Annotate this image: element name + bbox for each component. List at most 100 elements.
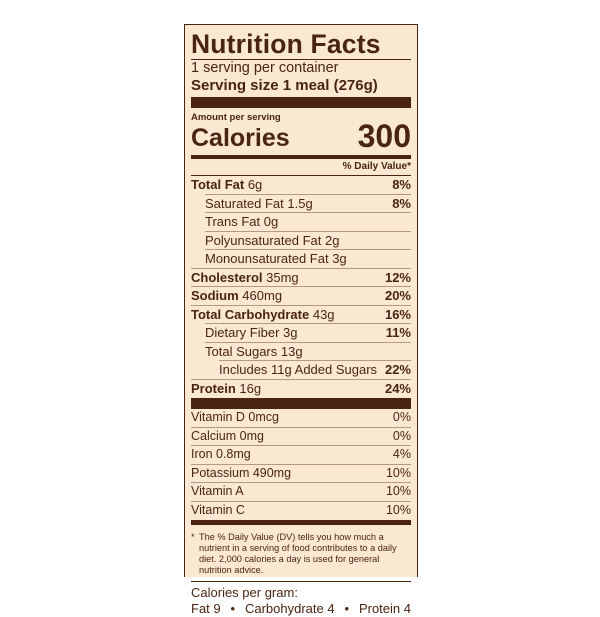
- nutrient-row: Total Carbohydrate 43g 16%: [191, 304, 411, 324]
- footnote: * The % Daily Value (DV) tells you how m…: [191, 525, 411, 581]
- nutrient-row: Sodium 460mg 20%: [191, 286, 411, 305]
- calories-per-gram-label: Calories per gram:: [191, 581, 411, 601]
- nutrient-amount: 6g: [247, 177, 263, 192]
- cpg-carbohydrate: Carbohydrate 4: [244, 601, 335, 616]
- nutrient-label: Trans Fat: [205, 214, 261, 229]
- calories-per-gram: Fat 9 • Carbohydrate 4 • Protein 4: [191, 601, 411, 617]
- nutrient-label: Dietary Fiber: [205, 325, 280, 340]
- nutrient-row: Total Fat 6g 8%: [191, 176, 411, 194]
- nutrient-dv: 11%: [385, 325, 411, 340]
- nutrient-amount: 3g: [332, 251, 347, 266]
- nutrient-label: Total Sugars: [205, 343, 278, 359]
- calories-label: Calories: [191, 124, 290, 152]
- nutrient-label: Includes 11g Added Sugars: [219, 362, 378, 377]
- footnote-star: *: [191, 532, 195, 542]
- nutrient-row: Trans Fat 0g: [205, 212, 411, 231]
- vitamin-row: Potassium 490mg 10%: [191, 463, 411, 483]
- vitamin-name: Vitamin C: [191, 502, 245, 517]
- nutrient-label: Cholesterol: [191, 269, 263, 285]
- vitamin-name: Potassium 490mg: [191, 465, 292, 480]
- vitamin-row: Vitamin C 10%: [191, 500, 411, 520]
- medium-divider: [191, 155, 411, 159]
- bullet: •: [344, 601, 350, 616]
- vitamin-row: Calcium 0mg 0%: [191, 426, 411, 446]
- vitamin-row: Iron 0.8mg 4%: [191, 445, 411, 464]
- nutrient-row: Monounsaturated Fat 3g: [205, 249, 411, 268]
- daily-value-header: % Daily Value*: [191, 159, 411, 176]
- nutrient-name: Trans Fat 0g: [205, 213, 278, 231]
- nutrient-label: Saturated Fat: [205, 195, 284, 211]
- nutrient-name: Polyunsaturated Fat 2g: [205, 232, 339, 250]
- vitamin-dv: 10%: [385, 484, 411, 498]
- nutrient-label: Protein: [191, 380, 236, 396]
- vitamin-name: Vitamin A: [191, 484, 244, 498]
- vitamin-name: Iron 0.8mg: [191, 447, 251, 461]
- vitamin-dv: 0%: [392, 428, 411, 443]
- vitamin-dv: 10%: [385, 502, 411, 517]
- nutrient-name: Dietary Fiber 3g: [205, 324, 298, 342]
- nutrient-name: Sodium 460mg: [191, 287, 282, 305]
- nutrient-dv: 8%: [392, 177, 411, 192]
- nutrient-name: Saturated Fat 1.5g: [205, 195, 313, 213]
- nutrient-dv: 12%: [384, 269, 411, 285]
- calories-row: Calories 300: [191, 118, 411, 154]
- nutrient-amount: 3g: [283, 325, 298, 340]
- vitamin-name: Vitamin D 0mcg: [191, 410, 279, 424]
- nutrient-row: Total Sugars 13g: [205, 341, 411, 361]
- nutrient-label: Total Fat: [191, 177, 245, 192]
- nutrient-row: Protein 16g 24%: [191, 378, 411, 398]
- nutrient-name: Protein 16g: [191, 380, 261, 398]
- cpg-fat: Fat 9: [191, 601, 221, 616]
- thick-divider: [191, 398, 411, 409]
- nutrient-amount: 35mg: [266, 269, 299, 285]
- footnote-text: The % Daily Value (DV) tells you how muc…: [199, 532, 397, 575]
- nutrient-label: Total Carbohydrate: [191, 306, 310, 322]
- nutrient-row: Cholesterol 35mg 12%: [191, 267, 411, 287]
- calories-value: 300: [357, 118, 411, 154]
- nutrient-label: Monounsaturated Fat: [205, 251, 329, 266]
- amount-per-serving: Amount per serving: [191, 112, 281, 123]
- nutrient-row: Includes 11g Added Sugars 22%: [219, 360, 411, 379]
- nutrient-amount: 16g: [239, 380, 262, 396]
- nutrient-dv: 20%: [384, 288, 411, 303]
- nutrient-list: Total Fat 6g 8% Saturated Fat 1.5g 8% Trans …: [191, 176, 411, 397]
- nutrient-name: Monounsaturated Fat 3g: [205, 250, 347, 268]
- nutrient-name: Cholesterol 35mg: [191, 269, 299, 287]
- nutrient-amount: 460mg: [242, 288, 283, 303]
- cpg-protein: Protein 4: [358, 601, 411, 616]
- nutrient-amount: 0g: [263, 214, 279, 229]
- vitamin-row: Vitamin A 10%: [191, 482, 411, 501]
- serving-size-label: Serving size: [191, 77, 279, 94]
- nutrient-dv: 24%: [384, 380, 411, 396]
- nutrient-name: Includes 11g Added Sugars: [219, 361, 377, 379]
- nutrient-dv: 8%: [392, 195, 411, 211]
- thick-divider: [191, 520, 411, 525]
- nutrient-name: Total Sugars 13g: [205, 343, 303, 361]
- vitamin-list: Vitamin D 0mcg 0% Calcium 0mg 0% Iron 0.8mg 4…: [191, 409, 411, 519]
- nutrition-facts-label: Nutrition Facts 1 serving per container …: [184, 24, 418, 616]
- serving-size: Serving size 1 meal (276g): [191, 77, 411, 94]
- thick-divider: [191, 97, 411, 108]
- nutrient-amount: 13g: [280, 343, 303, 359]
- bullet: •: [230, 601, 236, 616]
- nutrient-amount: 43g: [312, 306, 335, 322]
- divider: [191, 59, 411, 60]
- nutrient-dv: 22%: [384, 362, 411, 377]
- nutrient-name: Total Fat 6g: [191, 176, 262, 194]
- serving-size-value: 1 meal (276g): [282, 77, 378, 94]
- vitamin-dv: 0%: [392, 410, 411, 424]
- nutrient-amount: 2g: [324, 232, 340, 248]
- vitamin-dv: 4%: [392, 447, 411, 461]
- nutrient-label: Sodium: [191, 288, 239, 303]
- vitamin-row: Vitamin D 0mcg 0%: [191, 409, 411, 427]
- servings-per-container: 1 serving per container: [191, 60, 339, 76]
- nutrient-amount: 1.5g: [287, 195, 313, 211]
- label-title: Nutrition Facts: [191, 29, 381, 59]
- nutrient-label: Polyunsaturated Fat: [205, 232, 322, 248]
- nutrient-name: Total Carbohydrate 43g: [191, 306, 335, 324]
- vitamin-dv: 10%: [385, 465, 411, 480]
- nutrient-row: Dietary Fiber 3g 11%: [205, 323, 411, 342]
- nutrient-dv: 16%: [384, 306, 411, 322]
- nutrient-row: Saturated Fat 1.5g 8%: [205, 193, 411, 213]
- nutrient-row: Polyunsaturated Fat 2g: [205, 230, 411, 250]
